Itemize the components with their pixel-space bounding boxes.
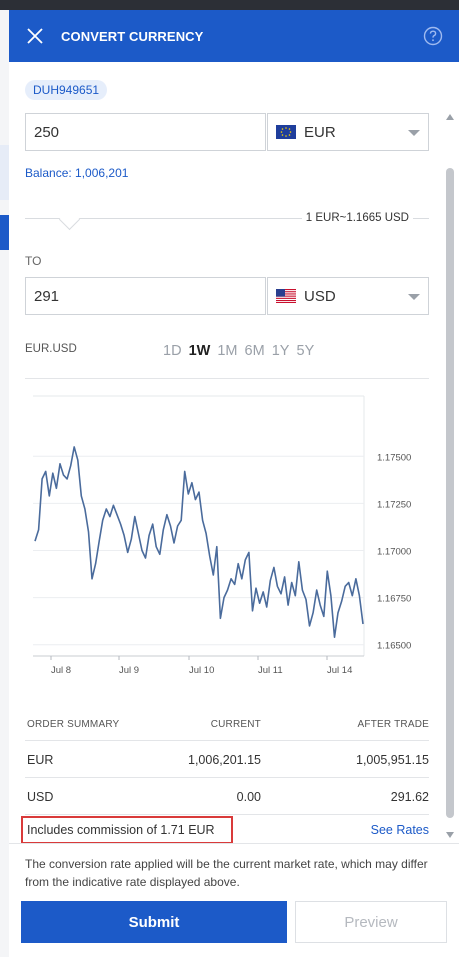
- order-summary: ORDER SUMMARY CURRENT AFTER TRADE EUR 1,…: [21, 710, 429, 843]
- eu-flag-icon: [276, 125, 296, 139]
- period-1m[interactable]: 1M: [217, 343, 238, 359]
- summary-header-after: AFTER TRADE: [357, 719, 429, 730]
- panel-header: CONVERT CURRENCY: [9, 10, 459, 62]
- summary-row-eur: EUR 1,006,201.15 1,005,951.15: [25, 741, 429, 778]
- summary-header-row: ORDER SUMMARY CURRENT AFTER TRADE: [25, 710, 429, 741]
- period-1y[interactable]: 1Y: [271, 343, 290, 359]
- close-icon[interactable]: [25, 26, 45, 46]
- summary-currency: EUR: [27, 753, 54, 767]
- y-tick-label: 1.16750: [377, 594, 411, 605]
- to-currency-select[interactable]: USD: [267, 277, 429, 315]
- period-6m[interactable]: 6M: [244, 343, 265, 359]
- background-page-strip: [0, 10, 9, 957]
- to-currency-code: USD: [304, 288, 336, 305]
- scroll-down-icon[interactable]: [446, 832, 454, 838]
- currency-pair-label: EUR.USD: [25, 343, 77, 355]
- to-amount-input[interactable]: [26, 278, 265, 314]
- to-label: TO: [25, 254, 42, 268]
- period-5y[interactable]: 5Y: [296, 343, 315, 359]
- account-badge: DUH949651: [25, 80, 108, 100]
- rate-divider: [25, 218, 429, 219]
- convert-currency-panel: CONVERT CURRENCY DUH949651 EUR Balance: …: [9, 10, 459, 957]
- footer-divider: [9, 843, 459, 844]
- chart-divider: [25, 378, 429, 379]
- summary-current: 1,006,201.15: [188, 753, 261, 767]
- y-tick-label: 1.17500: [377, 452, 411, 463]
- preview-button[interactable]: Preview: [295, 901, 447, 943]
- x-tick-label: Jul 11: [258, 665, 283, 676]
- disclaimer-text: The conversion rate applied will be the …: [25, 857, 428, 889]
- y-tick-label: 1.17000: [377, 546, 411, 557]
- summary-current: 0.00: [236, 790, 261, 804]
- price-series-line: [34, 446, 364, 638]
- x-tick-label: Jul 14: [327, 665, 352, 676]
- period-selector: 1D 1W 1M 6M 1Y 5Y: [163, 343, 317, 359]
- summary-header-label: ORDER SUMMARY: [27, 719, 120, 730]
- from-amount-field[interactable]: [25, 113, 266, 151]
- balance-text: Balance: 1,006,201: [25, 166, 129, 180]
- summary-after: 291.62: [390, 790, 429, 804]
- period-1w[interactable]: 1W: [188, 343, 211, 359]
- summary-header-current: CURRENT: [210, 719, 261, 730]
- rate-notch: [58, 208, 81, 231]
- scrollbar[interactable]: [444, 110, 456, 843]
- see-rates-link[interactable]: See Rates: [370, 823, 429, 837]
- scrollbar-thumb[interactable]: [446, 168, 454, 818]
- commission-note: Includes commission of 1.71 EUR: [21, 816, 233, 843]
- y-tick-label: 1.16500: [377, 641, 411, 652]
- from-amount-input[interactable]: [26, 114, 265, 150]
- x-tick-label: Jul 10: [189, 665, 214, 676]
- panel-title: CONVERT CURRENCY: [61, 29, 204, 44]
- from-currency-select[interactable]: EUR: [267, 113, 429, 151]
- x-tick-label: Jul 9: [119, 665, 139, 676]
- submit-button[interactable]: Submit: [21, 901, 287, 943]
- indicative-rate: 1 EUR~1.1665 USD: [301, 212, 413, 224]
- chevron-down-icon: [408, 130, 420, 136]
- help-icon[interactable]: [423, 26, 443, 46]
- summary-row-usd: USD 0.00 291.62: [25, 778, 429, 815]
- price-chart[interactable]: 1.17500 1.17250 1.17000 1.16750 1.16500 Jul …: [9, 380, 443, 700]
- scroll-up-icon[interactable]: [446, 114, 454, 120]
- period-1d[interactable]: 1D: [163, 343, 182, 359]
- window-top-bar: [0, 0, 459, 10]
- from-currency-code: EUR: [304, 124, 336, 141]
- us-flag-icon: [276, 289, 296, 303]
- y-tick-label: 1.17250: [377, 499, 411, 510]
- summary-after: 1,005,951.15: [356, 753, 429, 767]
- x-tick-label: Jul 8: [51, 665, 71, 676]
- summary-currency: USD: [27, 790, 54, 804]
- commission-row: Includes commission of 1.71 EUR See Rate…: [21, 815, 429, 843]
- to-amount-field[interactable]: [25, 277, 266, 315]
- convert-form-scroll[interactable]: EUR Balance: 1,006,201 1 EUR~1.1665 USD …: [9, 110, 443, 843]
- chevron-down-icon: [408, 294, 420, 300]
